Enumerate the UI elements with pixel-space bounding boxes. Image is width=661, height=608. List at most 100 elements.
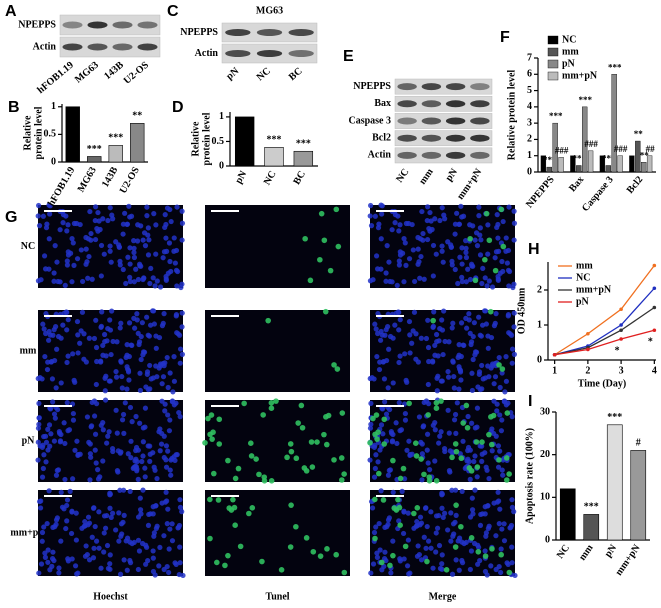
tunel-nucleus	[413, 453, 420, 459]
nucleus	[126, 203, 132, 209]
tunel-nucleus	[380, 497, 387, 503]
tunel-nucleus	[317, 553, 324, 559]
nucleus	[423, 505, 429, 511]
nucleus	[55, 467, 62, 473]
nucleus	[374, 353, 380, 360]
bar	[293, 150, 314, 167]
x-tick-label: hFOB1.19	[46, 165, 77, 208]
x-tick-label: Caspase 3	[580, 174, 616, 214]
tunel-nucleus	[463, 402, 470, 409]
nucleus	[494, 499, 500, 505]
nucleus	[424, 523, 430, 530]
nucleus	[154, 475, 160, 482]
nucleus	[107, 327, 114, 333]
nucleus	[99, 309, 105, 315]
tunel-nucleus	[249, 505, 256, 511]
tunel-nucleus	[273, 398, 279, 404]
nucleus	[389, 438, 396, 444]
tunel-nucleus	[208, 412, 215, 418]
blot-band	[87, 21, 108, 29]
nucleus	[400, 250, 406, 256]
tunel-nucleus	[225, 552, 231, 559]
tunel-nucleus	[464, 424, 471, 431]
significance: ***	[607, 412, 622, 423]
nucleus	[373, 326, 379, 332]
nucleus	[404, 379, 410, 385]
tunel-nucleus	[372, 535, 378, 542]
nucleus	[381, 376, 388, 382]
nucleus	[35, 213, 41, 219]
nucleus	[451, 385, 457, 391]
nucleus	[147, 322, 154, 328]
nucleus	[150, 568, 157, 575]
bar	[65, 106, 80, 163]
nucleus	[114, 430, 120, 436]
nucleus	[373, 452, 379, 458]
nucleus	[488, 365, 494, 371]
nucleus	[476, 544, 482, 550]
tunel-nucleus	[216, 441, 223, 447]
row-label: mm	[20, 345, 37, 356]
bar	[606, 424, 623, 541]
nucleus	[56, 430, 63, 436]
nucleus	[403, 262, 409, 268]
nucleus	[161, 533, 167, 539]
significance: ***	[549, 111, 563, 121]
nucleus	[36, 415, 42, 421]
nucleus	[120, 221, 127, 227]
nucleus	[424, 236, 431, 243]
nucleus	[86, 557, 93, 563]
nucleus	[470, 356, 476, 363]
nucleus	[110, 510, 116, 516]
nucleus	[491, 381, 497, 387]
nucleus	[64, 258, 70, 264]
tunel-nucleus	[375, 470, 382, 477]
nucleus	[134, 311, 140, 317]
bar	[583, 514, 600, 541]
blot-lane-label: NC	[255, 66, 273, 84]
nucleus	[131, 249, 137, 256]
nucleus	[117, 571, 124, 577]
nucleus	[91, 505, 97, 511]
tunel-nucleus	[317, 256, 323, 263]
tunel-nucleus	[498, 206, 505, 213]
blot-band	[470, 151, 490, 159]
nucleus	[119, 417, 126, 423]
y-tick-label: 5	[527, 85, 532, 96]
nucleus	[58, 335, 64, 341]
nucleus	[498, 546, 504, 552]
nucleus	[511, 310, 517, 316]
nucleus	[120, 487, 127, 493]
bar	[630, 450, 647, 541]
nucleus	[423, 335, 430, 342]
nucleus	[41, 524, 47, 530]
nucleus	[107, 248, 113, 254]
nucleus	[147, 511, 154, 517]
nucleus	[163, 235, 169, 241]
nucleus	[472, 453, 478, 459]
nucleus	[430, 242, 437, 249]
nucleus	[62, 476, 68, 483]
nucleus	[159, 381, 165, 387]
tunel-nucleus	[210, 470, 217, 477]
nucleus	[36, 400, 42, 407]
nucleus	[124, 386, 130, 392]
nucleus	[504, 260, 510, 266]
nucleus	[179, 324, 185, 330]
nucleus	[434, 388, 440, 394]
nucleus	[437, 217, 443, 224]
nucleus	[179, 310, 185, 316]
bar	[582, 106, 588, 173]
tunel-nucleus	[268, 405, 275, 412]
panel-letter: B	[8, 99, 20, 116]
significance: ***	[296, 139, 311, 150]
significance: **	[132, 111, 142, 122]
y-tick-label: 1	[527, 150, 532, 161]
tunel-nucleus	[506, 471, 512, 477]
point	[619, 323, 623, 327]
nucleus	[92, 431, 99, 437]
bar	[130, 123, 145, 163]
blot-strip	[394, 147, 493, 164]
nucleus	[83, 261, 89, 267]
nucleus	[63, 525, 69, 532]
